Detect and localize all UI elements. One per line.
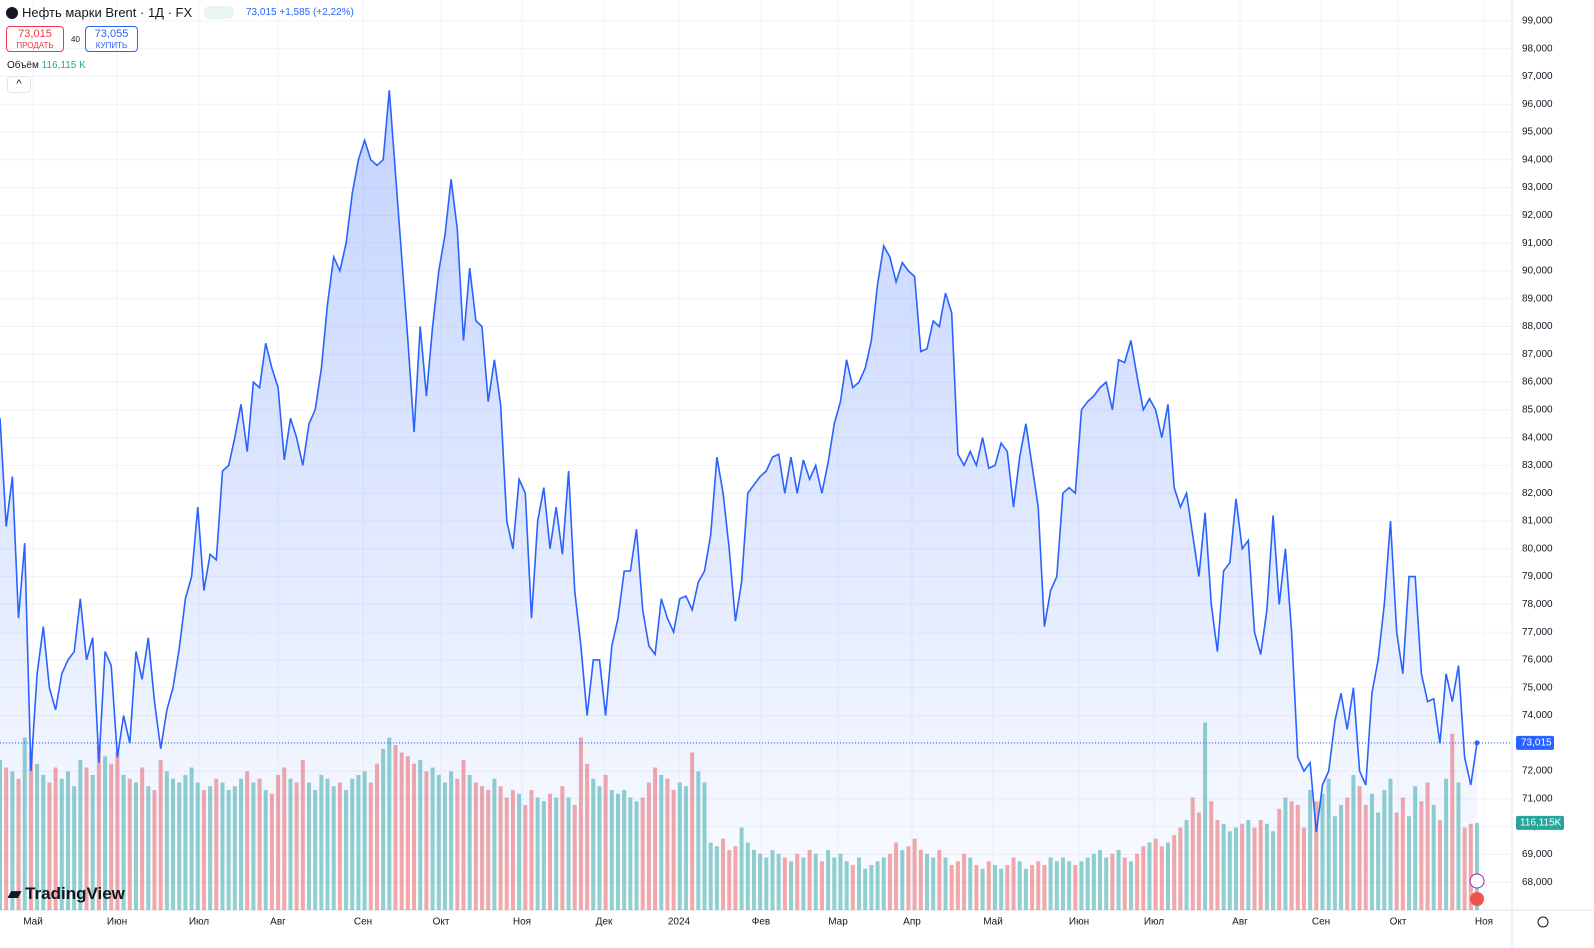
y-tick-label: 95,000 [1522,127,1553,138]
quote-change: +1,585 (+2,22%) [279,7,354,18]
y-tick-label: 87,000 [1522,349,1553,360]
y-tick-label: 98,000 [1522,43,1553,54]
last-price-label: 73,015 [1521,738,1552,749]
quote-price: 73,015 [246,7,277,18]
buy-price: 73,055 [94,28,129,40]
y-tick-label: 81,000 [1522,516,1553,527]
y-tick-label: 92,000 [1522,210,1553,221]
buy-label: КУПИТЬ [95,41,128,50]
x-tick-label: Май [23,917,43,928]
y-tick-label: 80,000 [1522,543,1553,554]
x-tick-label: Апр [903,917,921,928]
x-tick-label: Ноя [1475,917,1493,928]
y-tick-label: 75,000 [1522,682,1553,693]
volume-value: 116,115 K [41,60,86,71]
sell-label: ПРОДАТЬ [16,41,54,50]
y-tick-label: 71,000 [1522,793,1553,804]
collapse-button[interactable]: ^ [7,76,31,93]
y-tick-label: 76,000 [1522,655,1553,666]
x-tick-label: Сен [1312,917,1330,928]
y-tick-label: 85,000 [1522,404,1553,415]
x-tick-label: Окт [1390,917,1407,928]
status [204,6,234,22]
status-badge [204,6,234,19]
y-tick-label: 88,000 [1522,321,1553,332]
last-price-dot [1474,740,1480,746]
volume-legend: Объём 116,115 K [7,60,86,71]
x-tick-label: Окт [433,917,450,928]
y-tick-label: 72,000 [1522,766,1553,777]
x-tick-label: Июл [1144,917,1164,928]
brand: ▰ TradingView [8,884,125,903]
y-tick-label: 79,000 [1522,571,1553,582]
buy-button[interactable]: 73,055 КУПИТЬ [85,26,138,52]
x-tick-label: Фев [752,917,770,928]
y-tick-label: 78,000 [1522,599,1553,610]
y-tick-label: 96,000 [1522,99,1553,110]
x-tick-label: Сен [354,917,372,928]
y-tick-label: 84,000 [1522,432,1553,443]
price-line [0,90,1478,833]
y-tick-label: 89,000 [1522,293,1553,304]
x-tick-label: Июн [107,917,127,928]
last-volume-label: 116,115K [1520,818,1562,829]
x-tick-label: Авг [1232,917,1248,928]
sell-button[interactable]: 73,015 ПРОДАТЬ [6,26,64,52]
x-tick-label: Июн [1069,917,1089,928]
y-tick-label: 68,000 [1522,877,1553,888]
y-tick-label: 82,000 [1522,488,1553,499]
x-tick-label: Май [983,917,1003,928]
spread: 40 [71,35,80,44]
y-tick-label: 93,000 [1522,182,1553,193]
y-tick-label: 91,000 [1522,238,1553,249]
symbol-title: Нефть марки Brent · 1Д · FX [6,5,192,20]
x-tick-label: 2024 [668,917,691,928]
x-tick-label: Ноя [513,917,531,928]
y-tick-label: 99,000 [1522,15,1553,26]
y-tick-label: 94,000 [1522,154,1553,165]
y-tick-label: 77,000 [1522,627,1553,638]
event-icon [1470,892,1484,906]
volume-label: Объём [7,60,39,71]
x-tick-label: Дек [596,917,613,928]
brand-text: TradingView [25,884,125,903]
last-price-box [1516,735,1554,750]
x-tick-label: Мар [828,917,848,928]
x-tick-label: Июл [189,917,209,928]
y-tick-label: 86,000 [1522,377,1553,388]
last-volume-box [1516,815,1564,830]
symbol: Нефть марки Brent · 1Д · FX [22,5,193,20]
event-icon [1469,873,1485,889]
sell-price: 73,015 [18,28,52,40]
price-area [0,90,1477,911]
y-tick-label: 74,000 [1522,710,1553,721]
y-tick-label: 83,000 [1522,460,1553,471]
y-tick-label: 69,000 [1522,849,1553,860]
x-tick-label: Авг [270,917,286,928]
symbol-icon [6,7,18,19]
y-tick-label: 90,000 [1522,266,1553,277]
y-tick-label: 97,000 [1522,71,1553,82]
settings-icon [1537,916,1549,928]
quote: 73,015 +1,585 (+2,22%) [246,7,354,18]
